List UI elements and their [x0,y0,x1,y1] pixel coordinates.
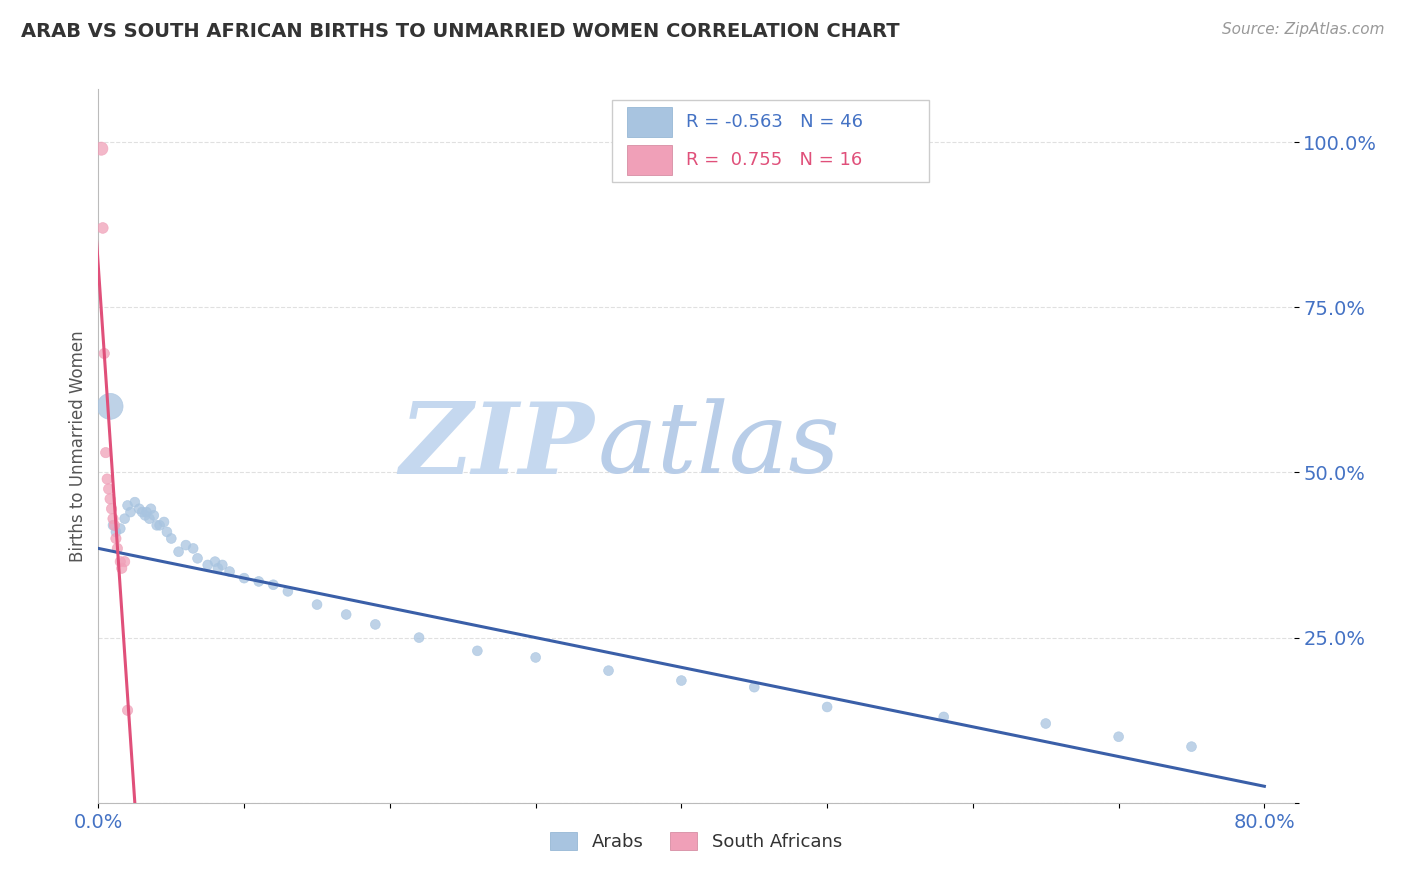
Point [98,491,121,506]
Point [128,501,150,516]
Point [305,598,328,612]
Point [815,700,838,714]
Point [204,555,226,569]
Point [117,703,139,717]
Point [211,558,233,572]
Point [364,617,387,632]
Point [101,511,124,525]
Point [156,524,179,539]
Point [1180,739,1202,754]
Point [124,495,146,509]
FancyBboxPatch shape [627,107,672,136]
Text: R = -0.563   N = 46: R = -0.563 N = 46 [686,113,863,131]
Point [181,541,204,556]
FancyBboxPatch shape [613,100,929,182]
Point [145,518,167,533]
Point [408,631,430,645]
Point [160,532,183,546]
Text: Source: ZipAtlas.com: Source: ZipAtlas.com [1222,22,1385,37]
Y-axis label: Births to Unmarried Women: Births to Unmarried Women [69,330,87,562]
Point [103,518,125,533]
Point [742,680,765,694]
Point [93,346,115,360]
Point [131,505,153,519]
Point [90,142,112,156]
Point [110,522,132,536]
Point [105,541,128,556]
Point [114,511,136,525]
Point [207,561,229,575]
Point [139,501,162,516]
Point [101,518,124,533]
Text: atlas: atlas [598,399,841,493]
Point [197,558,219,572]
Point [135,505,157,519]
Text: R =  0.755   N = 16: R = 0.755 N = 16 [686,152,863,169]
Point [153,515,176,529]
Point [134,508,156,523]
Point [598,664,620,678]
Point [104,532,127,546]
Point [104,524,127,539]
Point [110,555,132,569]
Point [142,508,165,523]
Point [94,445,117,459]
Point [96,472,118,486]
Point [174,538,197,552]
Point [120,505,142,519]
Point [138,511,160,525]
FancyBboxPatch shape [627,145,672,176]
Point [1035,716,1057,731]
Point [100,501,122,516]
Point [117,499,139,513]
Point [167,545,190,559]
Point [524,650,547,665]
Point [91,221,114,235]
Point [97,482,120,496]
Text: ARAB VS SOUTH AFRICAN BIRTHS TO UNMARRIED WOMEN CORRELATION CHART: ARAB VS SOUTH AFRICAN BIRTHS TO UNMARRIE… [21,22,900,41]
Point [1108,730,1130,744]
Point [671,673,693,688]
Point [262,578,284,592]
Point [932,710,955,724]
Point [114,555,136,569]
Point [335,607,357,622]
Point [247,574,270,589]
Point [186,551,208,566]
Text: ZIP: ZIP [399,398,595,494]
Legend: Arabs, South Africans: Arabs, South Africans [550,831,842,851]
Point [467,644,489,658]
Point [98,400,121,414]
Point [233,571,256,585]
Point [149,518,172,533]
Point [218,565,240,579]
Point [277,584,299,599]
Point [111,561,134,575]
